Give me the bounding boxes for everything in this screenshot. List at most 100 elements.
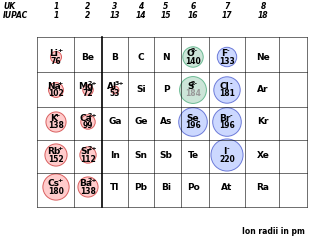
Text: Cl: Cl — [220, 82, 230, 91]
Text: Tl: Tl — [110, 182, 120, 191]
Circle shape — [50, 52, 62, 62]
Text: 99: 99 — [83, 122, 93, 130]
Text: 2: 2 — [85, 11, 91, 20]
Circle shape — [217, 47, 237, 67]
Text: Sr: Sr — [80, 147, 91, 156]
Circle shape — [111, 86, 119, 94]
Text: 6: 6 — [190, 2, 195, 11]
Text: UK: UK — [3, 2, 15, 11]
Text: 2+: 2+ — [87, 81, 97, 86]
Circle shape — [183, 47, 203, 67]
Text: +: + — [54, 113, 59, 118]
Text: 112: 112 — [80, 155, 96, 164]
Text: Sn: Sn — [134, 150, 148, 159]
Text: 3+: 3+ — [114, 81, 124, 86]
Text: B: B — [112, 52, 118, 61]
Text: 72: 72 — [83, 89, 93, 98]
Text: As: As — [160, 118, 172, 127]
Text: +: + — [57, 178, 63, 183]
Circle shape — [48, 83, 64, 97]
Circle shape — [81, 115, 95, 129]
Text: Kr: Kr — [257, 118, 269, 127]
Text: Te: Te — [187, 150, 199, 159]
Text: 14: 14 — [136, 11, 146, 20]
Text: Be: Be — [82, 52, 94, 61]
Text: Cs: Cs — [48, 179, 59, 188]
Text: Ar: Ar — [257, 86, 269, 95]
Text: Xe: Xe — [256, 150, 269, 159]
Circle shape — [46, 112, 66, 132]
Text: 76: 76 — [51, 57, 61, 66]
Text: 2+: 2+ — [87, 178, 97, 183]
Text: Li: Li — [49, 49, 58, 58]
Text: 196: 196 — [185, 122, 201, 130]
Text: Mg: Mg — [78, 82, 93, 91]
Text: 1: 1 — [53, 2, 59, 11]
Text: N: N — [162, 52, 170, 61]
Text: 196: 196 — [219, 122, 235, 130]
Circle shape — [179, 108, 207, 136]
Text: F: F — [221, 49, 228, 58]
Text: Pb: Pb — [134, 182, 148, 191]
Circle shape — [83, 85, 93, 95]
Text: 133: 133 — [219, 57, 235, 66]
Text: 15: 15 — [161, 11, 171, 20]
Text: K: K — [50, 114, 57, 123]
Circle shape — [80, 147, 96, 163]
Text: 184: 184 — [185, 89, 201, 98]
Text: P: P — [163, 86, 169, 95]
Circle shape — [179, 77, 206, 104]
Circle shape — [213, 108, 241, 136]
Text: 13: 13 — [110, 11, 120, 20]
Text: C: C — [138, 52, 144, 61]
Text: +: + — [57, 48, 63, 53]
Text: Ge: Ge — [134, 118, 148, 127]
Text: -: - — [230, 113, 232, 118]
Text: At: At — [221, 182, 233, 191]
Circle shape — [211, 139, 243, 171]
Text: 138: 138 — [48, 122, 64, 130]
Text: 3: 3 — [112, 2, 117, 11]
Text: +: + — [57, 81, 63, 86]
Text: +: + — [57, 146, 63, 151]
Text: 2+: 2+ — [87, 146, 97, 151]
Text: Ne: Ne — [256, 52, 270, 61]
Text: -: - — [226, 146, 229, 151]
Text: O: O — [187, 49, 195, 58]
Text: 138: 138 — [80, 186, 96, 196]
Text: Al: Al — [108, 82, 117, 91]
Text: Bi: Bi — [161, 182, 171, 191]
Text: Po: Po — [187, 182, 199, 191]
Text: 17: 17 — [222, 11, 232, 20]
Text: Br: Br — [219, 114, 230, 123]
Text: Se: Se — [187, 114, 199, 123]
Text: -: - — [230, 81, 232, 86]
Text: Ga: Ga — [108, 118, 122, 127]
Text: 2: 2 — [85, 2, 91, 11]
Text: I: I — [223, 147, 226, 156]
Text: 16: 16 — [188, 11, 198, 20]
Text: 1: 1 — [53, 11, 59, 20]
Text: S: S — [187, 82, 194, 91]
Text: Si: Si — [136, 86, 146, 95]
Text: 5: 5 — [163, 2, 169, 11]
Text: Ra: Ra — [256, 182, 270, 191]
Circle shape — [214, 77, 240, 103]
Text: 2-: 2- — [190, 81, 197, 86]
Text: IUPAC: IUPAC — [3, 11, 28, 20]
Text: 140: 140 — [185, 57, 201, 66]
Text: Sb: Sb — [160, 150, 172, 159]
Text: 7: 7 — [224, 2, 230, 11]
Text: 220: 220 — [219, 155, 235, 164]
Circle shape — [43, 174, 69, 200]
Text: 181: 181 — [219, 89, 235, 98]
Text: 18: 18 — [258, 11, 268, 20]
Text: 180: 180 — [48, 186, 64, 196]
Text: 152: 152 — [48, 155, 64, 164]
Circle shape — [78, 177, 98, 197]
Text: In: In — [110, 150, 120, 159]
Circle shape — [45, 144, 67, 166]
Text: Rb: Rb — [47, 147, 60, 156]
Text: 53: 53 — [110, 89, 120, 98]
Text: 4: 4 — [138, 2, 143, 11]
